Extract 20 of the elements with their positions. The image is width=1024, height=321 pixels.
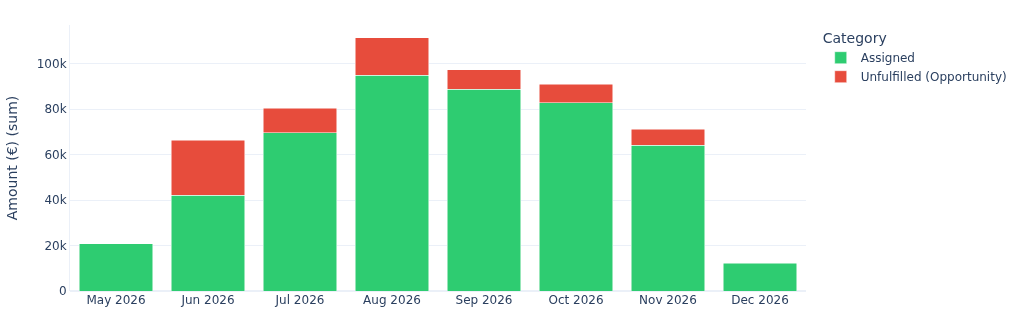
legend-label: Assigned: [860, 51, 915, 66]
x-tick-label: Nov 2026: [639, 293, 697, 307]
y-tick-label: 40k: [44, 193, 67, 208]
x-tick-label: May 2026: [86, 293, 146, 307]
x-tick-label: Dec 2026: [731, 293, 789, 307]
legend-title: Category: [822, 30, 887, 47]
y-tick-label: 100k: [36, 56, 67, 71]
x-tick-label: Jul 2026: [274, 293, 325, 307]
x-tick-label: Sep 2026: [455, 293, 513, 307]
bar: [722, 262, 798, 291]
y-tick-label: 80k: [44, 102, 67, 117]
y-tick-label: 60k: [44, 147, 67, 162]
y-tick-label: 20k: [44, 238, 67, 253]
x-tick-label: Jun 2026: [180, 293, 235, 307]
y-tick-label: 0: [58, 284, 67, 299]
y-axis-title: Amount (€) (sum): [4, 95, 21, 221]
legend-label: Unfulfilled (Opportunity): [860, 70, 1007, 85]
x-tick-label: Aug 2026: [363, 293, 421, 307]
x-tick-label: Oct 2026: [548, 293, 604, 307]
bar: [78, 243, 154, 291]
